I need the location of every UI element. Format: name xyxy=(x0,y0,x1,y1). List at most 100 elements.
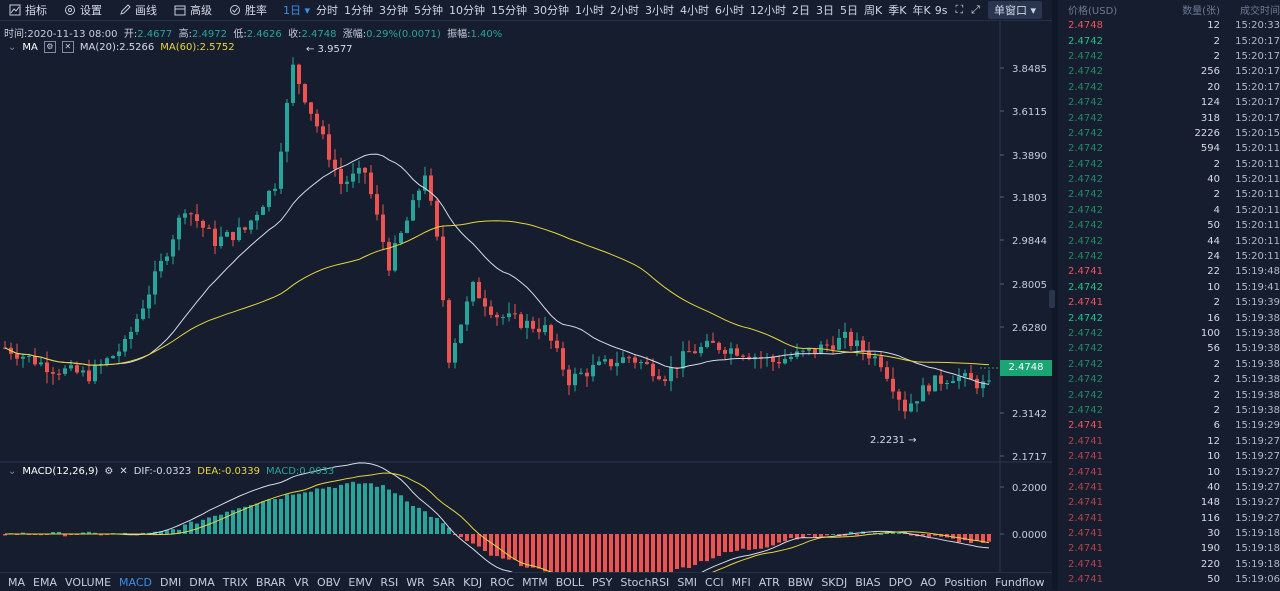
collapse-icon[interactable]: ⌄ xyxy=(8,41,17,53)
period-option[interactable]: 5日 xyxy=(840,4,859,17)
macd-bar xyxy=(921,534,925,536)
close-icon[interactable]: ✕ xyxy=(61,41,74,53)
y-tick-label: 3.1803 xyxy=(1012,193,1047,204)
period-option[interactable]: 3小时 xyxy=(645,4,675,17)
calendar-icon xyxy=(174,4,186,16)
period-option[interactable]: 30分钟 xyxy=(533,4,570,17)
toolbar-winrate-button[interactable]: 胜率 xyxy=(220,2,275,18)
indicator-tab[interactable]: ATR xyxy=(758,575,780,589)
trade-time: 15:19:18 xyxy=(1235,528,1280,540)
indicator-tab[interactable]: BIAS xyxy=(855,575,881,589)
fullscreen-icon[interactable]: ⛶ xyxy=(955,3,964,16)
candle-body xyxy=(873,356,877,359)
period-option[interactable]: 10分钟 xyxy=(449,4,486,17)
indicator-tab[interactable]: StochRSI xyxy=(620,575,670,589)
candle-body xyxy=(885,367,889,379)
trade-row: 2.4742 2 15:19:38 xyxy=(1058,357,1280,372)
indicator-tab[interactable]: DMA xyxy=(189,575,215,589)
indicator-tab[interactable]: EMA xyxy=(33,575,57,589)
window-mode-dropdown[interactable]: 单窗口 ▾ xyxy=(987,1,1042,19)
trade-time: 15:19:38 xyxy=(1235,312,1280,324)
indicator-tab[interactable]: OBV xyxy=(317,575,341,589)
indicator-tab[interactable]: MTM xyxy=(522,575,548,589)
indicator-tab[interactable]: SAR xyxy=(432,575,456,589)
toolbar-indicator-button[interactable]: 指标 xyxy=(0,2,55,18)
indicator-tab[interactable]: BRAR xyxy=(255,575,286,589)
macd-bar xyxy=(3,534,7,536)
indicator-tab[interactable]: VOLUME xyxy=(64,575,112,589)
refresh-interval[interactable]: 9s xyxy=(934,3,948,17)
macd-bar xyxy=(771,534,775,546)
period-option[interactable]: 周K xyxy=(864,4,883,17)
period-option[interactable]: 15分钟 xyxy=(491,4,528,17)
panel-collapse-handle[interactable] xyxy=(1049,290,1055,308)
indicator-tab[interactable]: Position xyxy=(944,575,988,589)
candle-body xyxy=(63,368,67,374)
trade-time: 15:20:17 xyxy=(1235,81,1280,93)
candle-body xyxy=(135,319,139,332)
period-option[interactable]: 6小时 xyxy=(715,4,745,17)
indicator-tab[interactable]: BOLL xyxy=(555,575,585,589)
indicator-tab[interactable]: RSI xyxy=(380,575,399,589)
period-option[interactable]: 3分钟 xyxy=(379,4,409,17)
indicator-tab[interactable]: KDJ xyxy=(463,575,483,589)
candle-body xyxy=(591,364,595,377)
period-option[interactable]: 季K xyxy=(888,4,907,17)
indicator-tab[interactable]: WR xyxy=(406,575,425,589)
trade-price: 2.4741 xyxy=(1068,266,1103,278)
settings-icon[interactable]: ⚙ xyxy=(104,466,114,477)
candle-body xyxy=(489,306,493,315)
indicator-tab[interactable]: SKDJ xyxy=(821,575,848,589)
dif-value: DIF:-0.0323 xyxy=(133,466,192,477)
indicator-tab[interactable]: AO xyxy=(920,575,937,589)
price-chart[interactable]: 3.8485 3.6115 3.3890 3.1803 2.9844 2.8005 2.62… xyxy=(0,0,1052,572)
period-option[interactable]: 分时 xyxy=(316,4,339,17)
indicator-tab[interactable]: DMI xyxy=(160,575,182,589)
trade-price: 2.4741 xyxy=(1068,512,1103,524)
indicator-tab[interactable]: MACD xyxy=(119,575,153,589)
candle-body xyxy=(975,378,979,389)
period-option[interactable]: 2日 xyxy=(792,4,811,17)
chevron-down-icon: ▾ xyxy=(301,4,311,17)
trade-time: 15:19:06 xyxy=(1235,574,1280,586)
period-option[interactable]: 12小时 xyxy=(750,4,787,17)
period-option[interactable]: 1小时 xyxy=(575,4,605,17)
indicator-tab[interactable]: MA xyxy=(8,575,26,589)
period-option[interactable]: 年K xyxy=(912,4,931,17)
indicator-tab[interactable]: SMI xyxy=(677,575,698,589)
indicator-tab[interactable]: CCI xyxy=(705,575,724,589)
candle-body xyxy=(333,159,337,169)
indicator-tab[interactable]: Fundflow xyxy=(995,575,1045,589)
candle-body xyxy=(453,343,457,363)
candle-body xyxy=(69,365,73,369)
candle-body xyxy=(483,298,487,307)
indicator-tab[interactable]: PSY xyxy=(592,575,613,589)
trade-row: 2.4741 2 15:19:39 xyxy=(1058,295,1280,310)
indicator-tab[interactable]: EMV xyxy=(348,575,373,589)
settings-icon[interactable]: ⚙ xyxy=(43,41,56,53)
collapse-icon[interactable]: ⌄ xyxy=(8,466,17,477)
indicator-tab[interactable]: MFI xyxy=(731,575,751,589)
trade-time: 15:19:39 xyxy=(1235,297,1280,309)
period-option[interactable]: 3日 xyxy=(816,4,835,17)
dea-value: DEA:-0.0339 xyxy=(197,466,260,477)
toolbar-calendar-button[interactable]: 高级 xyxy=(165,2,220,18)
trade-qty: 2 xyxy=(1213,358,1220,370)
expand-icon[interactable]: ⤢ xyxy=(971,3,980,16)
period-option[interactable]: 1分钟 xyxy=(344,4,374,17)
period-option[interactable]: 5分钟 xyxy=(414,4,444,17)
candle-body xyxy=(969,373,973,379)
close-icon[interactable]: ✕ xyxy=(119,466,128,477)
period-option[interactable]: 4小时 xyxy=(680,4,710,17)
indicator-tab[interactable]: ROC xyxy=(490,575,515,589)
toolbar-gear-button[interactable]: 设置 xyxy=(55,2,110,18)
toolbar-pen-button[interactable]: 画线 xyxy=(110,2,165,18)
indicator-tab[interactable]: VR xyxy=(293,575,309,589)
period-active-dropdown[interactable]: 1日 ▾ xyxy=(283,2,316,18)
indicator-tab[interactable]: BBW xyxy=(787,575,814,589)
macd-bar xyxy=(681,534,685,568)
indicator-tab[interactable]: DPO xyxy=(888,575,913,589)
macd-bar xyxy=(351,481,355,534)
period-option[interactable]: 2小时 xyxy=(610,4,640,17)
indicator-tab[interactable]: TRIX xyxy=(222,575,248,589)
